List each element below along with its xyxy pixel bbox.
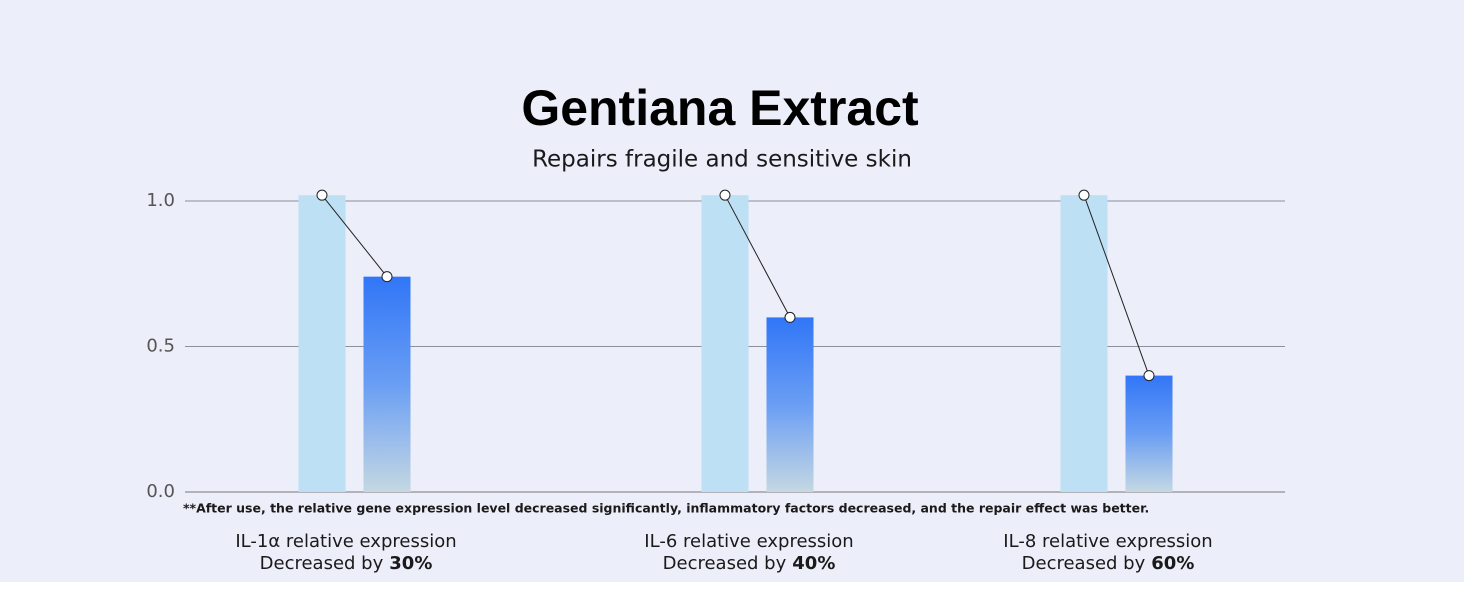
connector-line <box>724 194 791 318</box>
value-marker <box>784 311 796 323</box>
connector-line <box>321 194 388 277</box>
annotation-text: Decreased by <box>260 553 384 574</box>
bar <box>298 195 346 492</box>
annotation-highlight: 30% <box>389 553 432 574</box>
value-marker <box>719 189 731 201</box>
chart-subtitle: Repairs fragile and sensitive skin <box>532 147 912 173</box>
annotation: Decreased by 30% <box>260 553 433 574</box>
bar <box>701 195 749 492</box>
value-marker <box>316 189 328 201</box>
annotation-text: Decreased by <box>1022 553 1146 574</box>
x-category-label: IL-6 relative expression <box>644 531 853 552</box>
x-category-label: IL-8 relative expression <box>1003 531 1212 552</box>
chart-title: Gentiana Extract <box>521 80 919 136</box>
bar <box>1060 195 1108 492</box>
x-category-label: IL-1α relative expression <box>235 531 456 552</box>
value-marker <box>381 271 393 283</box>
y-tick-label: 1.0 <box>146 190 175 211</box>
connector-line <box>1083 195 1150 376</box>
value-marker <box>1078 189 1090 201</box>
value-marker <box>1143 370 1155 382</box>
bar <box>766 317 814 492</box>
annotation: Decreased by 60% <box>1022 553 1195 574</box>
annotation-highlight: 60% <box>1151 553 1194 574</box>
annotation: Decreased by 40% <box>663 553 836 574</box>
bar <box>363 276 411 492</box>
annotation-highlight: 40% <box>792 553 835 574</box>
y-tick-label: 0.5 <box>146 336 175 357</box>
annotation-text: Decreased by <box>663 553 787 574</box>
y-tick-label: 0.0 <box>146 481 175 502</box>
footnote: **After use, the relative gene expressio… <box>183 501 1149 516</box>
bar <box>1125 375 1173 492</box>
